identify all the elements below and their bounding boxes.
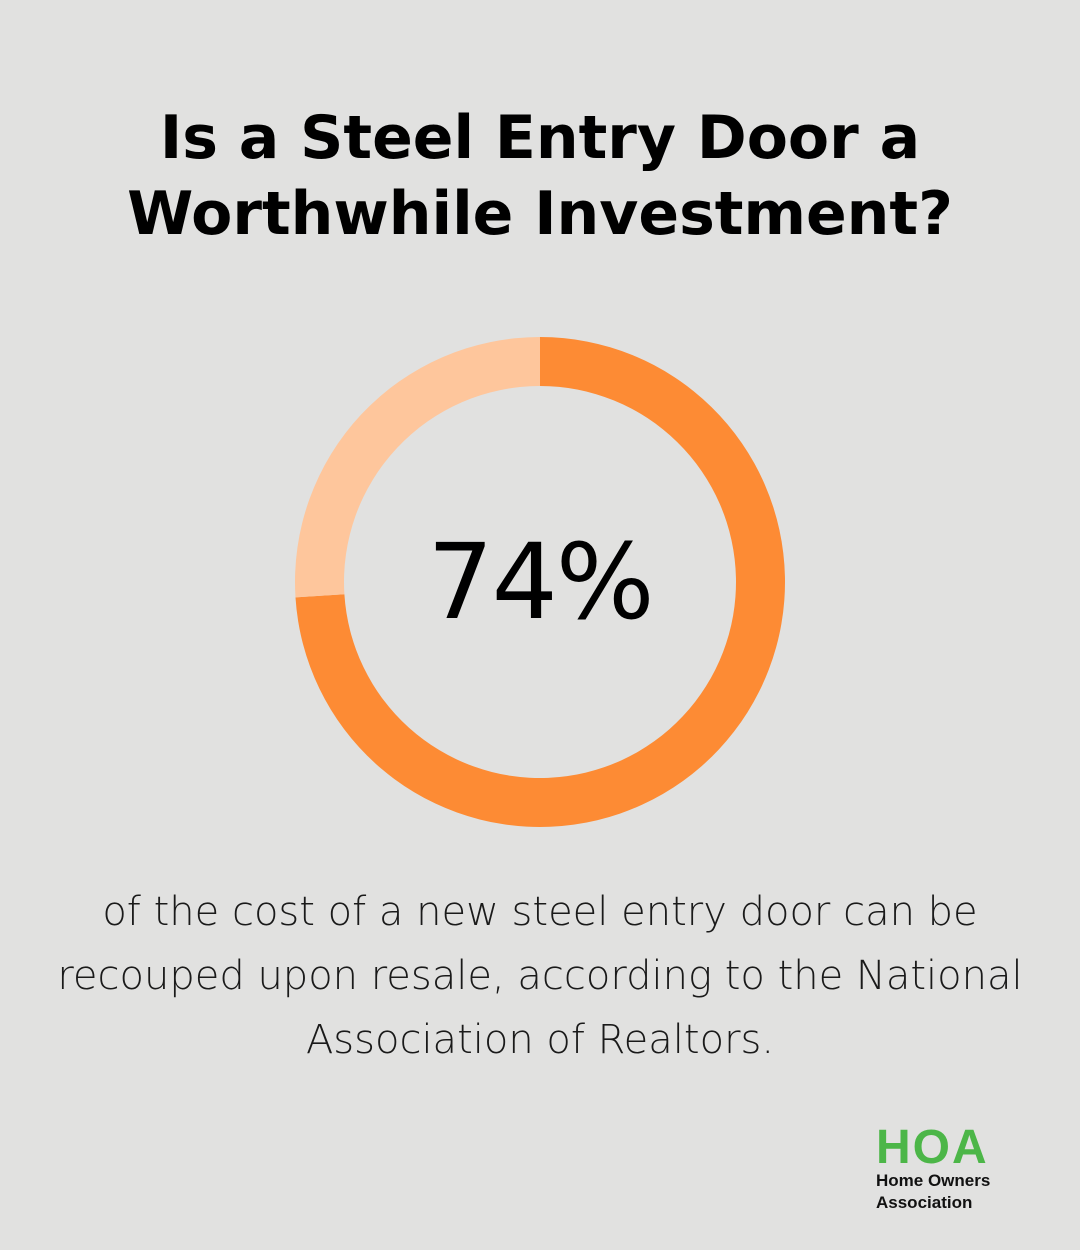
donut-chart: 74% <box>290 332 790 832</box>
stat-caption: of the cost of a new steel entry door ca… <box>57 889 1023 1063</box>
page-title: Is a Steel Entry Door a Worthwhile Inves… <box>127 103 953 249</box>
hoa-logo: HOA Home Owners Association <box>876 1121 1056 1214</box>
donut-center-value: 74% <box>427 521 654 643</box>
logo-line-1: Home Owners <box>876 1171 991 1190</box>
logo-mark: HOA <box>876 1121 989 1174</box>
donut-slice-2 <box>295 337 540 598</box>
donut-chart-svg <box>295 337 785 827</box>
logo-line-2: Association <box>876 1193 973 1212</box>
